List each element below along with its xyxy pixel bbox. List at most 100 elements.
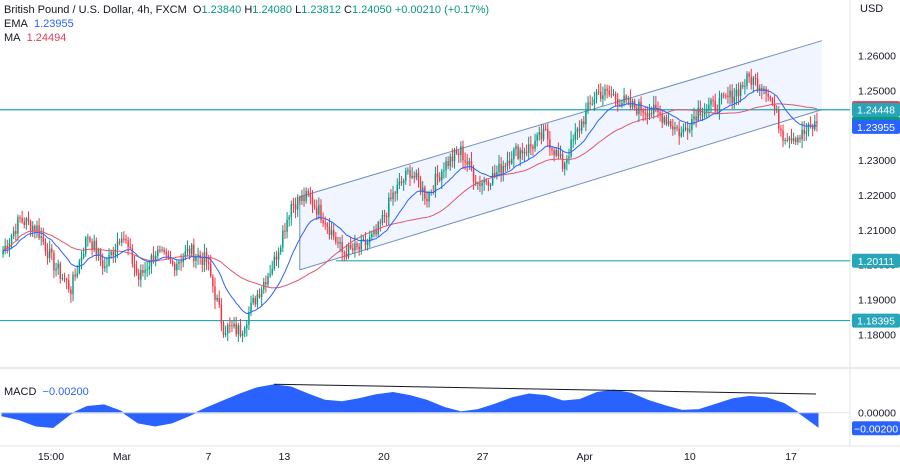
candle-body [568,156,570,159]
candle-body [239,325,242,337]
candle-body [248,311,250,325]
candle-body [212,276,214,287]
candle-body [580,121,583,131]
candle-body [224,333,227,335]
candle-body [148,266,151,270]
candle-body [305,190,307,202]
candle-body [708,104,710,109]
candle-body [775,109,778,111]
candle-body [807,123,810,132]
candle-body [458,153,460,155]
candle-body [532,146,534,149]
candle-body [207,261,210,264]
ema-layer [2,89,817,315]
candle-body [188,248,191,255]
candle-body [803,129,805,134]
candle-body [739,84,742,97]
candle-body [57,263,59,269]
candle-body [540,132,543,140]
candle-body [784,139,786,141]
candle-body [186,248,189,252]
candle-body [140,270,142,280]
time-tick-label: Apr [576,451,593,463]
candle-body [525,151,528,153]
candle-body [782,130,784,141]
candle-body [123,238,125,240]
candle-body [322,220,324,224]
candle-body [773,104,776,111]
candle-body [282,230,284,248]
candle-body [468,160,471,165]
candle-body [74,274,76,277]
candle-body [498,163,500,173]
candle-body [795,138,797,143]
candle-body [152,255,155,262]
candle-body [326,224,329,227]
candle-body [68,280,70,290]
candle-body [557,150,560,157]
candle-body [316,207,318,215]
candle-body [254,298,257,305]
candle-body [445,161,447,171]
candle-body [657,108,659,113]
candle-body [718,98,721,113]
legend-ma-row[interactable]: MA 1.24494 [4,31,489,45]
candle-body [383,214,386,216]
candle-body [426,198,428,202]
candle-body [159,249,161,251]
macd-value: −0.00200 [42,386,89,398]
candle-body [318,204,320,215]
candle-body [682,128,685,133]
candle-body [655,104,657,109]
candle-body [220,304,223,323]
candle-body [659,112,661,115]
macd-layer [0,383,850,429]
candle-body [563,162,566,169]
candle-body [2,250,4,255]
candle-body [366,242,369,246]
candle-body [530,144,532,147]
candle-body [394,192,396,194]
candle-body [491,172,494,185]
low-label: L [295,4,302,16]
candle-body [676,127,678,129]
candle-body [12,231,15,236]
candle-body [466,161,468,165]
candle-body [790,137,793,142]
candle-body [809,123,812,126]
candle-body [379,222,382,224]
legend-ema-row[interactable]: EMA 1.23955 [4,17,489,31]
candle-body [792,138,795,142]
candle-body [218,297,220,305]
candle-body [339,241,341,244]
candle-body [585,110,587,125]
candle-body [19,217,21,219]
macd-legend[interactable]: MACD −0.00200 [4,386,89,398]
candle-body [31,225,34,232]
candle-body [237,325,240,335]
candle-body [63,278,66,280]
candle-body [84,237,87,254]
candle-body [390,197,392,200]
candle-body [36,225,38,232]
candle-body [684,128,687,130]
candle-body [805,131,808,134]
price-tick-label: 1.19000 [858,294,896,306]
candle-body [34,225,36,232]
candle-body [515,146,517,149]
candle-body [508,160,511,164]
candle-body [392,192,394,200]
candle-body [737,89,740,97]
candle-body [292,204,295,206]
candle-body [356,243,358,247]
candle-body [91,241,93,250]
right-axis: 1.260001.250001.240001.230001.220001.210… [852,51,900,436]
candle-body [472,169,475,182]
candle-body [294,204,297,210]
candle-body [589,102,591,104]
candle-body [576,128,579,133]
candle-body [638,101,640,114]
candle-body [78,261,81,273]
candle-body [10,235,13,243]
